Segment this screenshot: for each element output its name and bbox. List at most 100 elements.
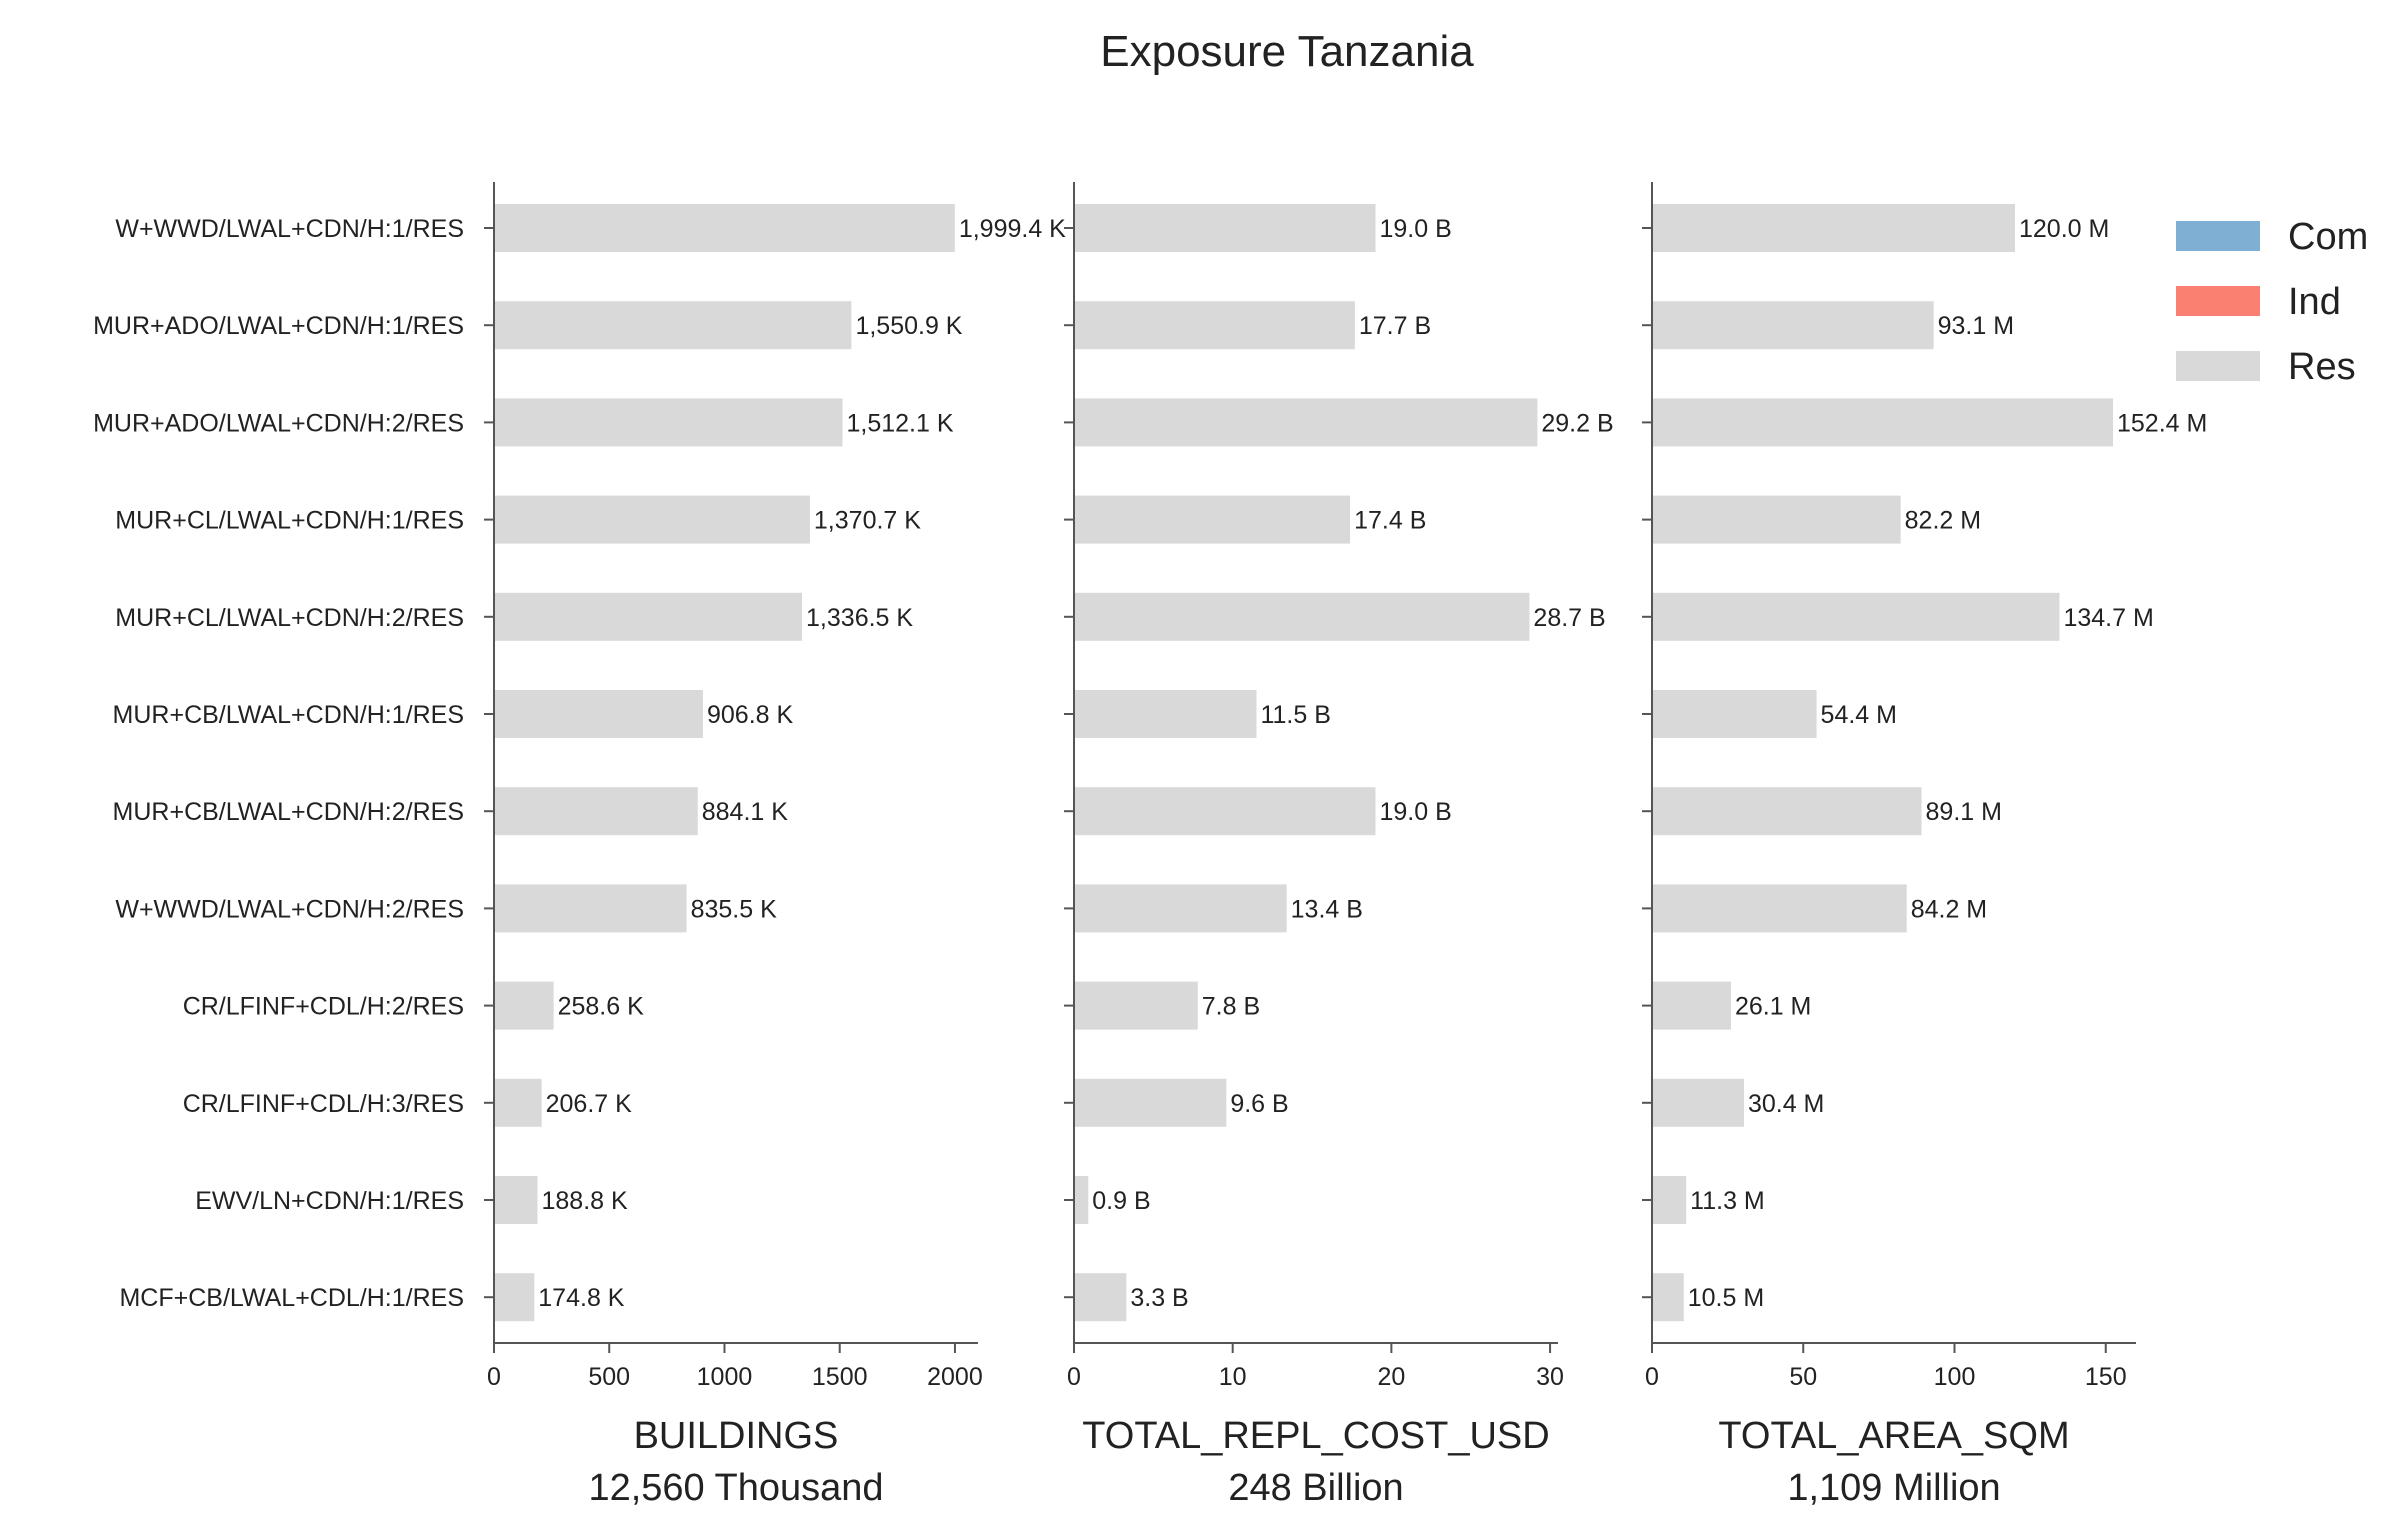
bar bbox=[494, 398, 843, 447]
bar bbox=[1652, 1078, 1744, 1127]
data-label: 152.4 M bbox=[2117, 409, 2207, 437]
bar bbox=[1074, 398, 1538, 447]
bar bbox=[1652, 204, 2015, 252]
x-tick-label: 30 bbox=[1536, 1363, 1564, 1391]
data-label: 7.8 B bbox=[1202, 993, 1260, 1021]
category-label: MUR+ADO/LWAL+CDN/H:2/RES bbox=[93, 409, 464, 437]
data-label: 9.6 B bbox=[1230, 1090, 1288, 1118]
category-label: MUR+CB/LWAL+CDN/H:1/RES bbox=[113, 701, 464, 729]
bar bbox=[494, 495, 810, 544]
bar bbox=[494, 884, 687, 933]
bar bbox=[494, 690, 703, 738]
data-label: 906.8 K bbox=[707, 701, 794, 729]
x-tick-label: 150 bbox=[2085, 1363, 2127, 1391]
x-axis-title: TOTAL_AREA_SQM bbox=[1718, 1415, 2069, 1457]
data-label: 1,336.5 K bbox=[806, 604, 913, 632]
category-label: MUR+CL/LWAL+CDN/H:1/RES bbox=[115, 507, 464, 535]
panel-2: 19.0 B 17.7 B 29.2 B 17.4 B 28.7 B 11.5 B 19.0… bbox=[1064, 182, 1614, 1509]
x-tick-label: 0 bbox=[1067, 1363, 1081, 1391]
category-label: W+WWD/LWAL+CDN/H:2/RES bbox=[115, 895, 464, 923]
data-label: 93.1 M bbox=[1938, 312, 2014, 340]
data-label: 120.0 M bbox=[2019, 215, 2109, 243]
x-axis-title: TOTAL_REPL_COST_USD bbox=[1082, 1415, 1549, 1457]
bar bbox=[1074, 301, 1355, 350]
data-label: 0.9 B bbox=[1092, 1187, 1150, 1215]
panel-3: 120.0 M 93.1 M 152.4 M 82.2 M 134.7 M 54.4 M 8… bbox=[1642, 182, 2207, 1509]
x-tick-label: 2000 bbox=[927, 1363, 983, 1391]
x-tick-label: 500 bbox=[588, 1363, 630, 1391]
x-axis-title: BUILDINGS bbox=[634, 1415, 839, 1457]
x-axis-total: 248 Billion bbox=[1228, 1467, 1403, 1509]
data-label: 3.3 B bbox=[1130, 1284, 1188, 1312]
bar bbox=[1652, 301, 1934, 350]
data-label: 10.5 M bbox=[1688, 1284, 1764, 1312]
x-axis-total: 12,560 Thousand bbox=[588, 1467, 883, 1509]
x-tick-label: 1000 bbox=[697, 1363, 753, 1391]
data-label: 258.6 K bbox=[558, 993, 645, 1021]
data-label: 206.7 K bbox=[546, 1090, 633, 1118]
data-label: 84.2 M bbox=[1911, 895, 1987, 923]
bar bbox=[1652, 1273, 1684, 1322]
data-label: 19.0 B bbox=[1380, 798, 1452, 826]
data-label: 884.1 K bbox=[702, 798, 789, 826]
category-label: MUR+ADO/LWAL+CDN/H:1/RES bbox=[93, 312, 464, 340]
bar bbox=[1652, 690, 1817, 738]
data-label: 89.1 M bbox=[1926, 798, 2002, 826]
data-label: 28.7 B bbox=[1533, 604, 1605, 632]
bar bbox=[1652, 981, 1731, 1030]
data-label: 835.5 K bbox=[691, 895, 778, 923]
bar bbox=[1074, 884, 1287, 933]
x-axis-total: 1,109 Million bbox=[1787, 1467, 2000, 1509]
bar bbox=[494, 981, 554, 1030]
bar bbox=[1074, 204, 1376, 252]
data-label: 11.5 B bbox=[1260, 701, 1330, 729]
bar bbox=[1652, 1176, 1687, 1224]
panel-1: 1,999.4 K 1,550.9 K 1,512.1 K 1,370.7 K 1,33… bbox=[484, 182, 1066, 1509]
data-label: 1,370.7 K bbox=[814, 507, 921, 535]
chart-title: Exposure Tanzania bbox=[1100, 27, 1474, 76]
legend-label: Res bbox=[2288, 346, 2356, 388]
bar bbox=[494, 301, 852, 350]
data-label: 1,999.4 K bbox=[959, 215, 1066, 243]
x-tick-label: 100 bbox=[1934, 1363, 1976, 1391]
legend-swatch bbox=[2176, 286, 2260, 316]
bar bbox=[494, 787, 698, 836]
category-label: CR/LFINF+CDL/H:3/RES bbox=[183, 1090, 464, 1118]
data-label: 29.2 B bbox=[1541, 409, 1613, 437]
category-label: MUR+CL/LWAL+CDN/H:2/RES bbox=[115, 604, 464, 632]
data-label: 26.1 M bbox=[1735, 993, 1811, 1021]
data-label: 17.4 B bbox=[1354, 507, 1426, 535]
bar bbox=[1074, 1273, 1127, 1322]
category-label: MUR+CB/LWAL+CDN/H:2/RES bbox=[113, 798, 464, 826]
bar bbox=[1074, 690, 1257, 738]
category-label: EWV/LN+CDN/H:1/RES bbox=[195, 1187, 464, 1215]
x-tick-label: 0 bbox=[1645, 1363, 1659, 1391]
data-label: 30.4 M bbox=[1748, 1090, 1824, 1118]
data-label: 82.2 M bbox=[1905, 507, 1981, 535]
legend-label: Ind bbox=[2288, 281, 2341, 323]
bar bbox=[1074, 787, 1376, 836]
data-label: 19.0 B bbox=[1380, 215, 1452, 243]
data-label: 11.3 M bbox=[1690, 1187, 1765, 1215]
legend: Com Ind Res bbox=[2176, 216, 2368, 388]
x-tick-label: 1500 bbox=[812, 1363, 868, 1391]
bar bbox=[1652, 398, 2114, 447]
bar bbox=[1652, 592, 2060, 641]
x-tick-label: 20 bbox=[1377, 1363, 1405, 1391]
x-tick-label: 50 bbox=[1789, 1363, 1817, 1391]
category-label: MCF+CB/LWAL+CDL/H:1/RES bbox=[119, 1284, 464, 1312]
bar bbox=[1652, 495, 1901, 544]
data-label: 17.7 B bbox=[1359, 312, 1431, 340]
data-label: 188.8 K bbox=[542, 1187, 629, 1215]
bar bbox=[1074, 592, 1530, 641]
x-tick-label: 10 bbox=[1219, 1363, 1247, 1391]
bar bbox=[1652, 787, 1922, 836]
bar bbox=[494, 1176, 538, 1224]
legend-swatch bbox=[2176, 221, 2260, 251]
data-label: 134.7 M bbox=[2063, 604, 2153, 632]
legend-swatch bbox=[2176, 351, 2260, 381]
bar bbox=[1074, 981, 1198, 1030]
category-label: CR/LFINF+CDL/H:2/RES bbox=[183, 993, 464, 1021]
bar bbox=[494, 592, 803, 641]
